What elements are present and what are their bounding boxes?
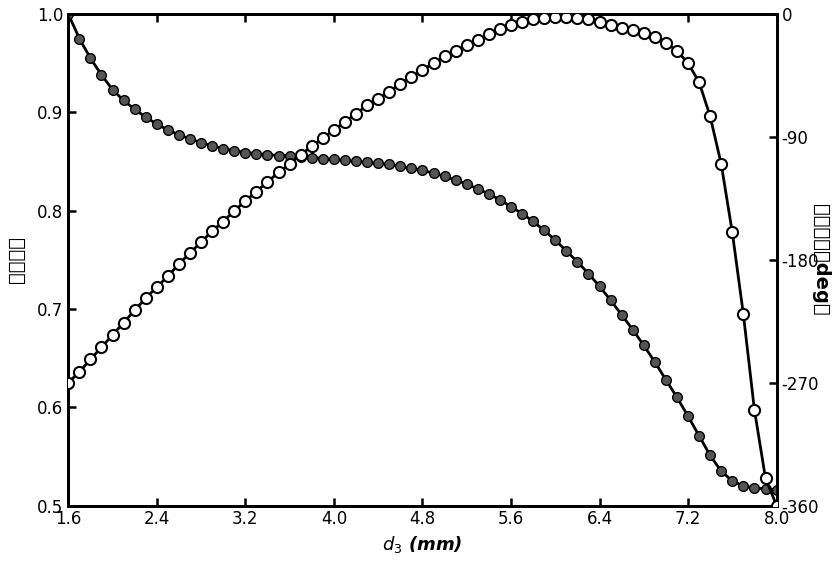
Y-axis label: 透射相位（deg）: 透射相位（deg） xyxy=(810,204,829,316)
Y-axis label: 透射幅度: 透射幅度 xyxy=(7,236,26,283)
X-axis label: $d_3$ (mm): $d_3$ (mm) xyxy=(382,534,462,555)
